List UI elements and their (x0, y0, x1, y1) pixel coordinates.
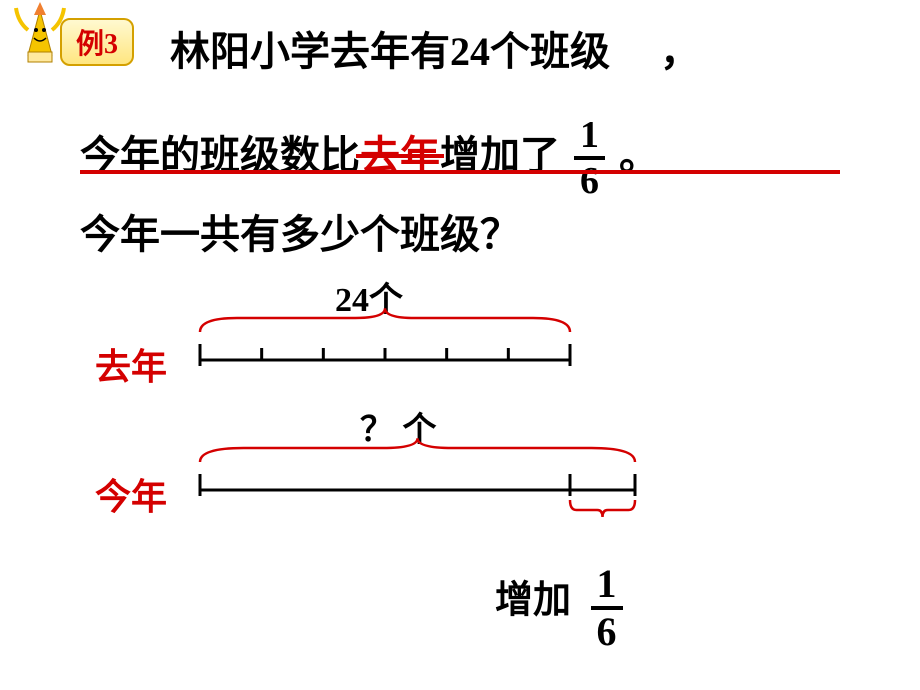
increase-label: 增加 1 6 (495, 560, 627, 648)
increase-text: 增加 (495, 580, 571, 622)
diagram (0, 0, 920, 690)
increase-num: 1 (591, 564, 623, 610)
increase-den: 6 (597, 610, 617, 652)
increase-fraction: 1 6 (591, 564, 623, 652)
